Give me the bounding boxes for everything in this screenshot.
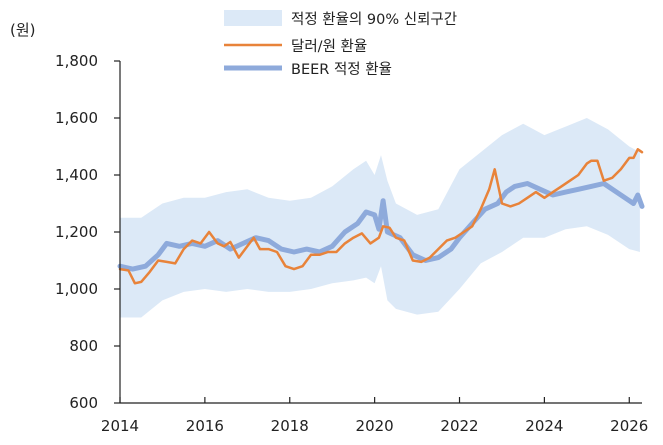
legend-beer-label: BEER 적정 환율	[291, 61, 392, 78]
y-unit-label: (원)	[10, 21, 36, 39]
x-tick-label: 2022	[440, 417, 478, 435]
y-tick-label: 1,400	[55, 166, 98, 184]
x-tick-label: 2018	[271, 417, 309, 435]
y-tick-label: 800	[69, 337, 98, 355]
x-tick-label: 2026	[610, 417, 648, 435]
legend: 적정 환율의 90% 신뢰구간 달러/원 환율 BEER 적정 환율	[224, 10, 457, 78]
y-tick-label: 1,800	[55, 52, 98, 70]
axes: 600 800 1,000 1,200 1,400 1,600 1,800 2014 2016…	[55, 52, 648, 435]
x-tick-label: 2014	[101, 417, 139, 435]
usd-krw-rate-line	[118, 148, 644, 285]
x-tick-label: 2016	[186, 417, 224, 435]
x-tick-label: 2020	[356, 417, 394, 435]
legend-band-label: 적정 환율의 90% 신뢰구간	[291, 11, 457, 28]
y-axis-ticks: 600 800 1,000 1,200 1,400 1,600 1,800	[55, 52, 120, 412]
y-tick-label: 1,200	[55, 223, 98, 241]
x-axis-ticks: 2014 2016 2018 2020 2022 2024 2026	[101, 397, 648, 435]
legend-usd-krw-label: 달러/원 환율	[291, 38, 367, 55]
y-tick-label: 1,000	[55, 280, 98, 298]
plot-area	[117, 118, 645, 318]
y-tick-label: 600	[69, 394, 98, 412]
y-tick-label: 1,600	[55, 109, 98, 127]
legend-band-swatch	[224, 10, 282, 26]
x-tick-label: 2024	[525, 417, 563, 435]
